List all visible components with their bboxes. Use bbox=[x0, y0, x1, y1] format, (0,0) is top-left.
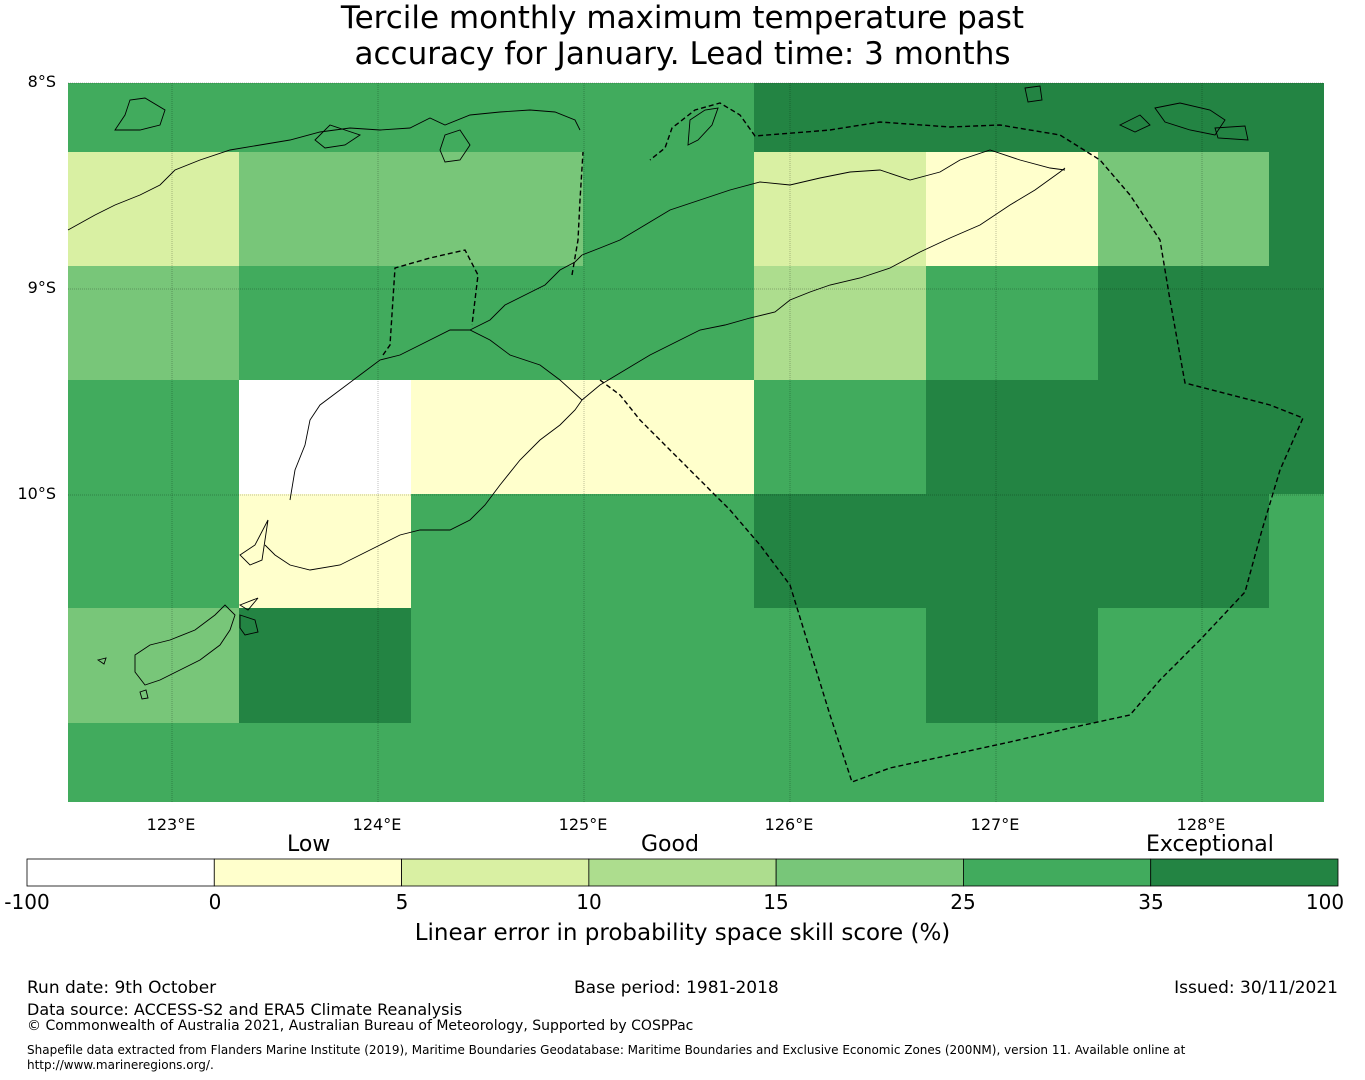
grid-cell bbox=[1098, 723, 1269, 802]
grid-cell bbox=[926, 380, 1098, 494]
colorbar-tick: 10 bbox=[576, 890, 602, 914]
grid-cell bbox=[239, 608, 411, 723]
lon-label-127e: 127°E bbox=[970, 815, 1020, 834]
issued-date: Issued: 30/11/2021 bbox=[1174, 978, 1338, 998]
colorbar-swatch bbox=[1150, 858, 1339, 887]
grid-cell bbox=[926, 494, 1098, 608]
colorbar-swatch bbox=[213, 858, 402, 887]
grid-cell bbox=[754, 380, 926, 494]
lat-label-10s: 10°S bbox=[17, 484, 56, 503]
lon-label-126e: 126°E bbox=[764, 815, 814, 834]
colorbar-tick: 25 bbox=[950, 890, 976, 914]
colorbar-tick: 5 bbox=[395, 890, 409, 914]
grid-cell bbox=[583, 152, 754, 266]
data-source: Data source: ACCESS-S2 and ERA5 Climate … bbox=[27, 1000, 463, 1019]
colorbar-tick: 35 bbox=[1138, 890, 1164, 914]
grid-cell bbox=[926, 266, 1098, 380]
grid-cell bbox=[68, 266, 239, 380]
grid-cell bbox=[926, 152, 1098, 266]
grid-cell bbox=[68, 723, 239, 802]
lat-label-9s: 9°S bbox=[27, 278, 56, 297]
grid-cell bbox=[68, 608, 239, 723]
grid-cell bbox=[411, 266, 583, 380]
grid-cell bbox=[754, 608, 926, 723]
grid-cell bbox=[68, 83, 239, 152]
colorbar-swatch bbox=[401, 858, 590, 887]
grid-cell bbox=[926, 723, 1098, 802]
grid-cell bbox=[1098, 266, 1269, 380]
grid-cell bbox=[1269, 380, 1324, 494]
grid-cell bbox=[239, 380, 411, 494]
coastline bbox=[67, 85, 1249, 700]
grid-cell bbox=[1098, 380, 1269, 494]
lon-label-123e: 123°E bbox=[146, 815, 196, 834]
grid-cell bbox=[411, 494, 583, 608]
title-line-1: Tercile monthly maximum temperature past bbox=[340, 0, 1025, 36]
grid-cell bbox=[1098, 608, 1269, 723]
category-exceptional: Exceptional bbox=[1146, 832, 1274, 857]
grid-cell bbox=[68, 494, 239, 608]
grid-cell bbox=[1269, 608, 1324, 723]
grid-cell bbox=[411, 723, 583, 802]
base-period: Base period: 1981-2018 bbox=[574, 978, 779, 998]
grid-cell bbox=[583, 83, 754, 152]
grid-cell bbox=[411, 608, 583, 723]
grid-cell bbox=[68, 380, 239, 494]
maritime-boundary bbox=[382, 102, 1304, 783]
grid-cell bbox=[1269, 152, 1324, 266]
grid-cell bbox=[754, 723, 926, 802]
colorbar-tick: 0 bbox=[208, 890, 222, 914]
grid-cell bbox=[411, 152, 583, 266]
grid-cell bbox=[411, 83, 583, 152]
grid-cell bbox=[926, 83, 1098, 152]
shapefile-credit-line-2: http://www.marineregions.org/. bbox=[27, 1058, 214, 1072]
shapefile-credit-line-1: Shapefile data extracted from Flanders M… bbox=[27, 1043, 1186, 1057]
grid-cell bbox=[1098, 83, 1269, 152]
grid-cell bbox=[583, 380, 754, 494]
lon-label-125e: 125°E bbox=[558, 815, 608, 834]
graticule bbox=[68, 82, 1324, 802]
copyright: © Commonwealth of Australia 2021, Austra… bbox=[27, 1018, 694, 1034]
colorbar-swatch bbox=[26, 858, 215, 887]
grid-cell bbox=[1269, 266, 1324, 380]
colorbar-tick: 15 bbox=[763, 890, 789, 914]
colorbar-label: Linear error in probability space skill … bbox=[414, 920, 951, 946]
grid-cell bbox=[583, 608, 754, 723]
grid-cell bbox=[1269, 83, 1324, 152]
grid-cell bbox=[239, 494, 411, 608]
run-date: Run date: 9th October bbox=[27, 978, 217, 998]
grid-cell bbox=[583, 723, 754, 802]
grid-cell bbox=[239, 266, 411, 380]
grid-cell bbox=[68, 152, 239, 266]
colorbar-swatch bbox=[963, 858, 1152, 887]
lon-label-124e: 124°E bbox=[352, 815, 402, 834]
lon-label-128e: 128°E bbox=[1176, 815, 1226, 834]
grid-cell bbox=[239, 152, 411, 266]
grid-cell bbox=[754, 494, 926, 608]
grid-cell bbox=[239, 723, 411, 802]
grid-cell bbox=[754, 152, 926, 266]
grid-cell bbox=[754, 83, 926, 152]
colorbar bbox=[26, 858, 1339, 887]
lat-label-8s: 8°S bbox=[27, 72, 56, 91]
colorbar-tick: -100 bbox=[4, 890, 50, 914]
colorbar-tick: 100 bbox=[1305, 890, 1345, 914]
colorbar-swatch bbox=[588, 858, 777, 887]
grid-cell bbox=[583, 494, 754, 608]
grid-cell bbox=[1098, 152, 1269, 266]
title-line-2: accuracy for January. Lead time: 3 month… bbox=[354, 36, 1011, 72]
grid-cell bbox=[1269, 723, 1324, 802]
grid-cell bbox=[1269, 494, 1324, 608]
grid-cell bbox=[926, 608, 1098, 723]
grid-cell bbox=[239, 83, 411, 152]
colorbar-swatch bbox=[775, 858, 964, 887]
grid-cell bbox=[411, 380, 583, 494]
category-low: Low bbox=[287, 832, 331, 857]
grid-cell bbox=[754, 266, 926, 380]
grid-cell bbox=[583, 266, 754, 380]
skill-score-grid bbox=[68, 83, 1324, 802]
category-good: Good bbox=[641, 832, 699, 857]
grid-cell bbox=[1098, 494, 1269, 608]
